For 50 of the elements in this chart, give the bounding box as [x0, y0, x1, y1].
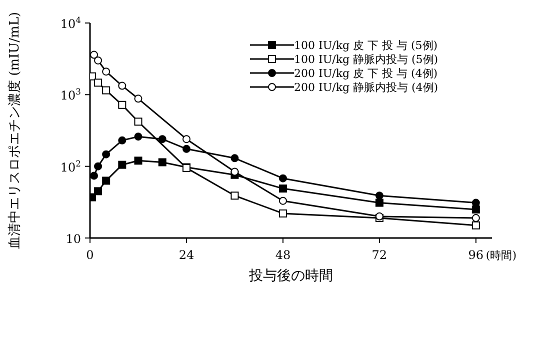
point [375, 192, 384, 200]
point [90, 172, 98, 180]
point [278, 174, 287, 182]
y-axis-title: 血清中エリスロポエチン濃度 (mIU/mL) [6, 12, 23, 250]
point [94, 56, 102, 64]
point [102, 86, 110, 94]
x-tick-label: 72 [372, 248, 388, 262]
legend-label: 200 IU/kg 静脈内投与 (4例) [294, 80, 438, 94]
point [278, 184, 287, 193]
legend-label: 100 IU/kg 静脈内投与 (5例) [294, 52, 438, 66]
x-tick-label: 24 [178, 248, 194, 262]
point [230, 154, 239, 162]
point [134, 94, 142, 103]
point [102, 176, 110, 185]
point [94, 162, 102, 170]
text: (時間) [486, 249, 517, 262]
legend-label: 200 IU/kg 皮 下 投 与 (4例) [294, 66, 438, 80]
point [102, 68, 110, 76]
x-tick-label: 96 [468, 248, 484, 262]
point [94, 187, 102, 196]
point [134, 118, 142, 126]
point [118, 160, 126, 169]
point [375, 198, 384, 207]
point [102, 150, 110, 158]
y-tick-label: 10 [66, 232, 81, 246]
point [278, 209, 287, 218]
point [472, 214, 480, 222]
point [90, 50, 98, 59]
point [278, 196, 287, 205]
point [94, 78, 102, 87]
point [472, 205, 480, 214]
point [182, 144, 190, 153]
legend-label: 100 IU/kg 皮 下 投 与 (5例) [294, 38, 438, 52]
point [134, 156, 142, 165]
y-tick-label: 10$^{3}$ [60, 86, 81, 103]
point [158, 135, 166, 144]
point [230, 192, 239, 200]
y-tick-label: 10$^{4}$ [60, 15, 81, 31]
x-axis-title: 投与後の時間 [248, 268, 333, 284]
y-tick-label: 10$^{2}$ [60, 158, 81, 174]
point [134, 132, 142, 141]
point [182, 135, 190, 144]
point [230, 168, 239, 176]
point [118, 136, 126, 144]
x-tick-label: 0 [86, 248, 94, 262]
x-tick-label: 48 [275, 248, 291, 262]
point [118, 82, 126, 90]
point [472, 221, 480, 230]
point [118, 100, 126, 109]
point [158, 158, 166, 166]
